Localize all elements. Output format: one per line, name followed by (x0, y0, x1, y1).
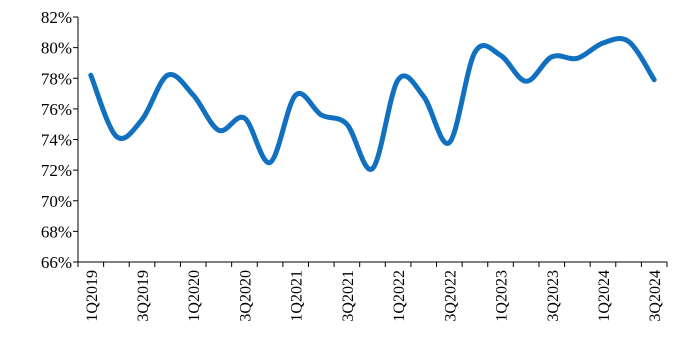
x-axis: 1Q2019 3Q2019 1Q2020 3Q2020 1Q2021 3Q2021 1Q20… (77, 261, 668, 322)
x-tick-label: 3Q2021 (340, 270, 357, 322)
data-point (165, 73, 170, 78)
x-tick-label: 1Q2022 (391, 270, 408, 322)
series-group (88, 36, 657, 172)
data-point (370, 166, 375, 171)
data-point (88, 73, 93, 78)
data-point (319, 113, 324, 118)
y-tick-label: 82% (41, 8, 72, 27)
y-tick-label: 66% (41, 253, 72, 272)
y-tick-label: 68% (41, 222, 72, 241)
data-point (140, 117, 145, 122)
data-point (216, 128, 221, 133)
y-tick-label: 78% (41, 69, 72, 88)
data-point (652, 77, 657, 82)
x-tick-label: 1Q2021 (289, 270, 306, 322)
data-point (447, 140, 452, 145)
data-point (600, 41, 605, 46)
y-tick-label: 76% (41, 100, 72, 119)
x-tick-label: 3Q2022 (442, 270, 459, 322)
data-point (242, 116, 247, 121)
data-point (191, 93, 196, 98)
y-tick-label: 72% (41, 161, 72, 180)
data-point (498, 53, 503, 58)
x-tick-label: 3Q2024 (647, 270, 664, 322)
series-line-0 (88, 36, 657, 172)
x-tick-label: 3Q2019 (135, 270, 152, 322)
data-point (472, 50, 477, 55)
data-point (626, 39, 631, 44)
x-tick-label: 1Q2019 (84, 270, 101, 322)
data-point (575, 56, 580, 61)
data-point (268, 160, 273, 165)
data-point (344, 122, 349, 127)
x-tick-label: 3Q2020 (237, 270, 254, 322)
data-point (293, 93, 298, 98)
y-tick-label: 80% (41, 39, 72, 58)
x-tick-label: 1Q2024 (596, 270, 613, 322)
data-point (114, 134, 119, 139)
x-tick-label: 3Q2023 (545, 270, 562, 322)
y-axis: 66% 68% 70% 72% 74% 76% 78% 80% 82% (41, 8, 79, 272)
data-point (549, 54, 554, 59)
data-point (421, 94, 426, 99)
y-tick-label: 74% (41, 131, 72, 150)
x-tick-label: 1Q2020 (186, 270, 203, 322)
y-tick-label: 70% (41, 192, 72, 211)
data-point (524, 79, 529, 84)
x-tick-label: 1Q2023 (494, 270, 511, 322)
data-point (396, 77, 401, 82)
